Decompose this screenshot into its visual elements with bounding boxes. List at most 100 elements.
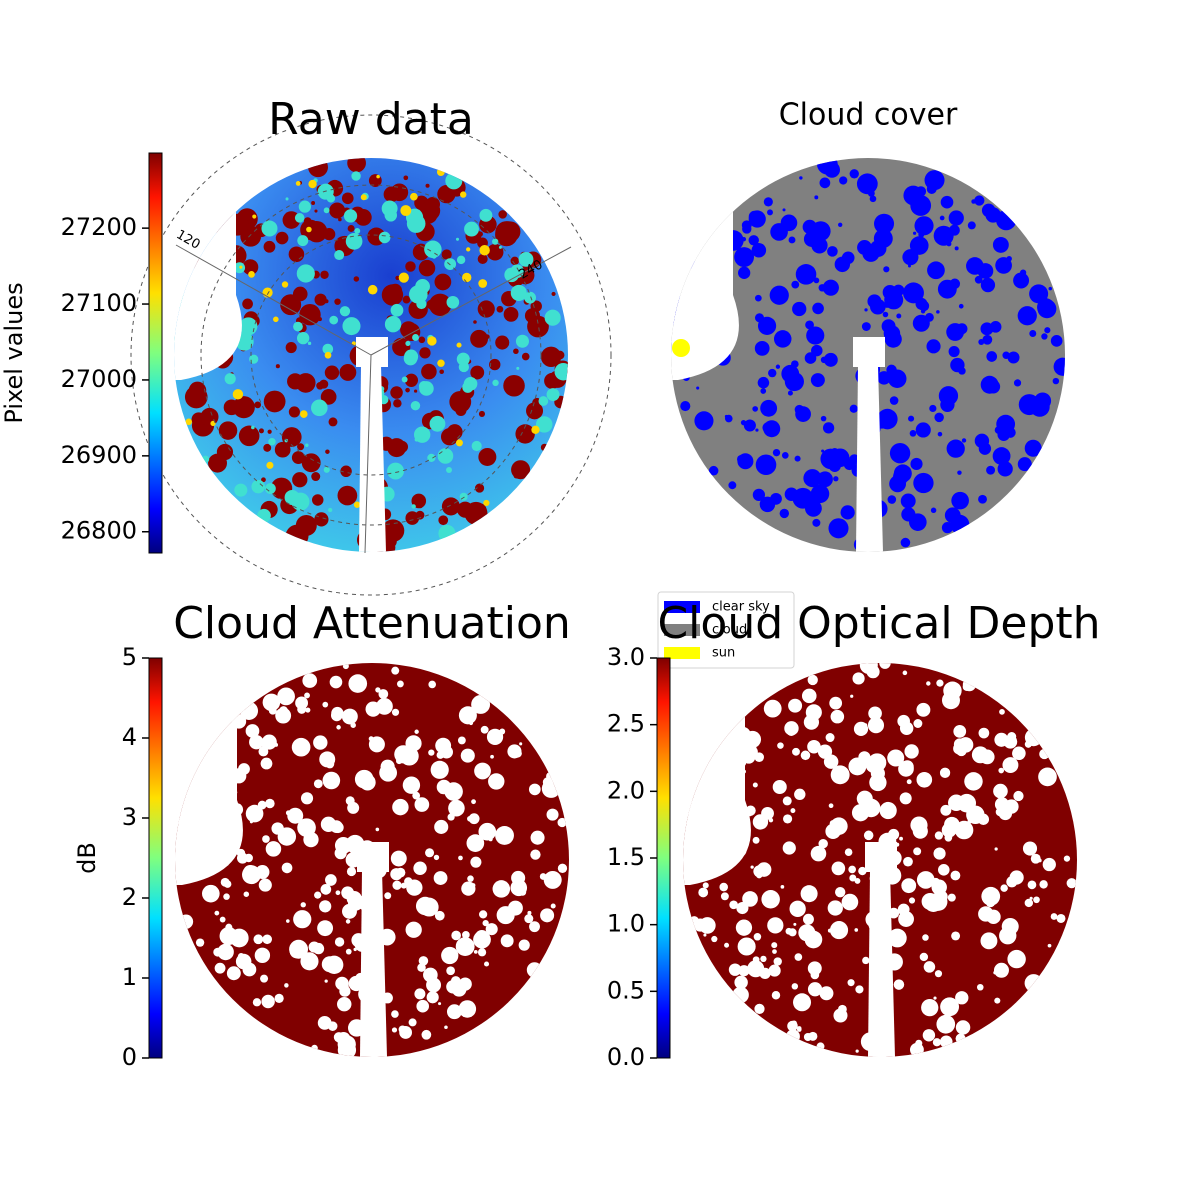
texture-blob: [934, 831, 944, 840]
colorbar-tick-label: 1: [122, 963, 137, 991]
texture-blob: [234, 483, 248, 497]
texture-blob: [543, 870, 562, 889]
texture-blob: [295, 373, 316, 393]
texture-blob: [484, 961, 490, 967]
texture-blob: [806, 326, 825, 345]
texture-blob: [446, 424, 463, 440]
texture-blob: [1004, 799, 1019, 814]
texture-blob: [772, 448, 781, 457]
texture-blob: [902, 670, 908, 676]
texture-blob: [258, 428, 264, 434]
texture-blob: [519, 742, 523, 746]
texture-blob: [456, 342, 462, 348]
texture-blob: [262, 934, 273, 945]
texture-blob: [417, 963, 426, 972]
texture-blob: [305, 707, 311, 713]
texture-blob: [851, 804, 870, 822]
texture-blob: [393, 399, 402, 408]
texture-blob: [1003, 734, 1018, 749]
texture-blob: [441, 249, 452, 260]
texture-blob: [840, 505, 855, 520]
texture-blob: [900, 760, 914, 774]
texture-blob: [239, 317, 258, 336]
texture-blob: [868, 706, 882, 721]
texture-blob: [994, 847, 998, 851]
texture-blob: [254, 401, 262, 409]
texture-blob: [823, 352, 838, 367]
texture-blob: [734, 975, 748, 990]
texture-blob: [383, 186, 400, 203]
texture-blob: [415, 510, 425, 520]
texture-blob: [281, 281, 289, 288]
texture-blob: [414, 389, 418, 393]
texture-blob: [831, 861, 846, 876]
texture-blob: [324, 979, 328, 983]
texture-blob: [322, 701, 329, 708]
texture-blob: [318, 317, 322, 322]
texture-blob: [909, 1042, 924, 1057]
texture-blob: [295, 514, 317, 536]
texture-blob: [214, 962, 226, 974]
texture-blob: [782, 796, 792, 806]
texture-blob: [347, 224, 355, 232]
texture-blob: [342, 903, 357, 919]
texture-blob: [804, 352, 817, 364]
texture-blob: [325, 449, 330, 454]
texture-blob: [879, 663, 891, 669]
texture-blob: [294, 213, 305, 223]
texture-blob: [933, 847, 946, 860]
texture-blob: [498, 245, 502, 249]
texture-blob: [762, 422, 774, 433]
texture-blob: [985, 207, 1001, 223]
texture-blob: [1002, 757, 1019, 774]
texture-blob: [728, 963, 742, 976]
texture-blob: [858, 751, 871, 764]
texture-blob: [492, 379, 499, 387]
texture-blob: [732, 986, 749, 1004]
texture-blob: [308, 179, 317, 189]
texture-blob: [847, 979, 855, 987]
texture-blob: [835, 887, 846, 898]
texture-blob: [937, 279, 957, 299]
texture-blob: [477, 231, 483, 237]
texture-blob: [312, 942, 325, 955]
texture-blob: [474, 762, 491, 780]
texture-blob: [257, 800, 267, 810]
texture-blob: [790, 808, 796, 814]
texture-blob: [503, 306, 519, 322]
texture-blob: [384, 316, 402, 333]
texture-blob: [478, 279, 488, 288]
texture-blob: [900, 537, 911, 548]
texture-blob: [503, 374, 525, 397]
texture-blob: [904, 744, 919, 759]
texture-blob: [336, 725, 341, 730]
texture-blob: [763, 699, 782, 718]
texture-blob: [955, 1033, 966, 1044]
texture-blob: [771, 942, 778, 949]
texture-blob: [810, 373, 825, 388]
texture-blob: [791, 909, 797, 915]
texture-blob: [557, 817, 567, 828]
texture-blob: [275, 364, 280, 369]
polar-grid: [130, 114, 612, 596]
texture-blob: [900, 493, 916, 509]
mask-cutout: [868, 870, 895, 1057]
texture-blob: [803, 469, 822, 488]
texture-blob: [479, 208, 493, 222]
texture-blob: [720, 892, 729, 901]
texture-blob: [381, 284, 404, 306]
texture-blob: [513, 348, 519, 355]
texture-blob: [901, 878, 917, 894]
texture-blob: [436, 779, 452, 795]
texture-blob: [936, 679, 944, 687]
texture-blob: [752, 836, 760, 844]
texture-blob: [253, 934, 264, 945]
texture-blob: [912, 231, 917, 235]
texture-blob: [295, 181, 301, 186]
texture-blob: [274, 993, 284, 1003]
texture-blob: [335, 890, 341, 896]
texture-blob: [524, 291, 537, 304]
texture-blob: [812, 518, 821, 527]
texture-blob: [515, 334, 529, 348]
texture-blob: [935, 890, 948, 903]
